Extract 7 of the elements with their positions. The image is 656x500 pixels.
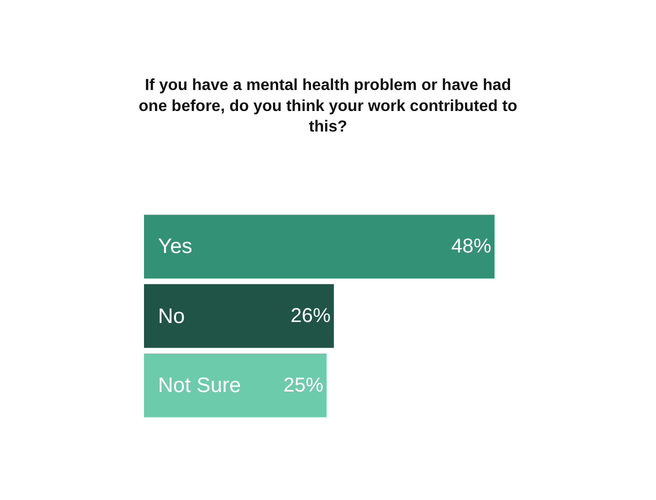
y-tick-label: Not Sure — [158, 374, 241, 397]
data-label: 48% — [451, 236, 492, 258]
data-label: 25% — [283, 374, 324, 396]
y-tick-label: Yes — [158, 235, 192, 258]
data-label: 26% — [290, 305, 331, 327]
chart-title: If you have a mental health problem or have had one before, do you think your work contributed to this? — [138, 77, 518, 136]
y-tick-label: No — [158, 305, 185, 328]
